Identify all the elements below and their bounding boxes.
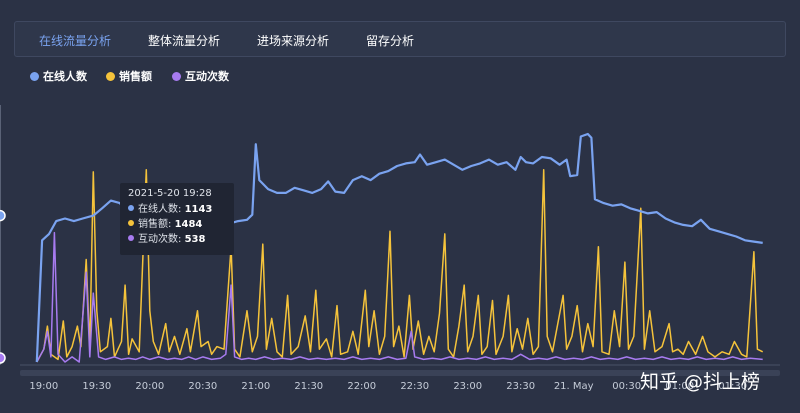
hover-point-interactions	[0, 352, 6, 364]
x-tick-label: 22:30	[400, 381, 430, 392]
legend-label-online: 在线人数	[43, 70, 87, 83]
tab-entry-source[interactable]: 进场来源分析	[257, 34, 330, 48]
x-tick-label: 21. May	[553, 381, 594, 392]
legend-item-online[interactable]: 在线人数	[30, 68, 87, 84]
tooltip-value: 1143	[184, 204, 213, 215]
x-tick-label: 21:00	[241, 381, 271, 392]
legend-dot-icon	[30, 72, 39, 81]
tooltip-title: 2021-5-20 19:28	[128, 188, 212, 199]
tab-retention[interactable]: 留存分析	[366, 34, 415, 48]
x-tick-label: 20:30	[188, 381, 218, 392]
x-tick-label: 01:30	[718, 381, 748, 392]
tooltip-value: 538	[184, 234, 206, 245]
tooltip-row-online: 在线人数: 1143	[128, 202, 226, 217]
legend-dot-icon	[106, 72, 115, 81]
tooltip-dot-icon	[128, 235, 134, 241]
tooltip-label: 销售额:	[138, 219, 172, 230]
legend-dot-icon	[172, 72, 181, 81]
x-tick-label: 19:00	[29, 381, 59, 392]
x-tick-label: 20:00	[135, 381, 165, 392]
tooltip-dot-icon	[128, 205, 134, 211]
tooltip-dot-icon	[128, 220, 134, 226]
hover-point-online	[0, 209, 6, 222]
series-line-interactions[interactable]	[36, 231, 763, 363]
tab-online-traffic[interactable]: 在线流量分析	[39, 34, 112, 48]
tooltip-row-interactions: 互动次数: 538	[128, 232, 226, 247]
x-tick-label: 01:00	[665, 381, 695, 392]
tooltip-label: 互动次数:	[138, 234, 182, 245]
tooltip-row-sales: 销售额: 1484	[128, 217, 226, 232]
legend-item-sales[interactable]: 销售额	[106, 68, 152, 84]
legend-label-interactions: 互动次数	[185, 70, 229, 83]
tab-bar: 在线流量分析 整体流量分析 进场来源分析 留存分析	[14, 21, 786, 57]
legend-label-sales: 销售额	[119, 70, 152, 83]
x-tick-label: 23:30	[506, 381, 536, 392]
tab-overall-traffic[interactable]: 整体流量分析	[148, 34, 221, 48]
legend-item-interactions[interactable]: 互动次数	[172, 68, 229, 84]
x-tick-label: 22:00	[347, 381, 377, 392]
x-tick-label: 21:30	[294, 381, 324, 392]
watermark-text: 知乎 @抖上榜	[640, 371, 761, 393]
x-axis-scrollbar[interactable]	[20, 370, 780, 376]
tooltip-value: 1484	[174, 219, 203, 230]
tooltip-label: 在线人数:	[138, 204, 182, 215]
x-tick-label: 19:30	[82, 381, 112, 392]
chart-tooltip: 2021-5-20 19:28 在线人数: 1143 销售额: 1484 互动次…	[120, 183, 234, 255]
x-tick-label: 23:00	[453, 381, 483, 392]
x-tick-label: 00:30	[612, 381, 642, 392]
